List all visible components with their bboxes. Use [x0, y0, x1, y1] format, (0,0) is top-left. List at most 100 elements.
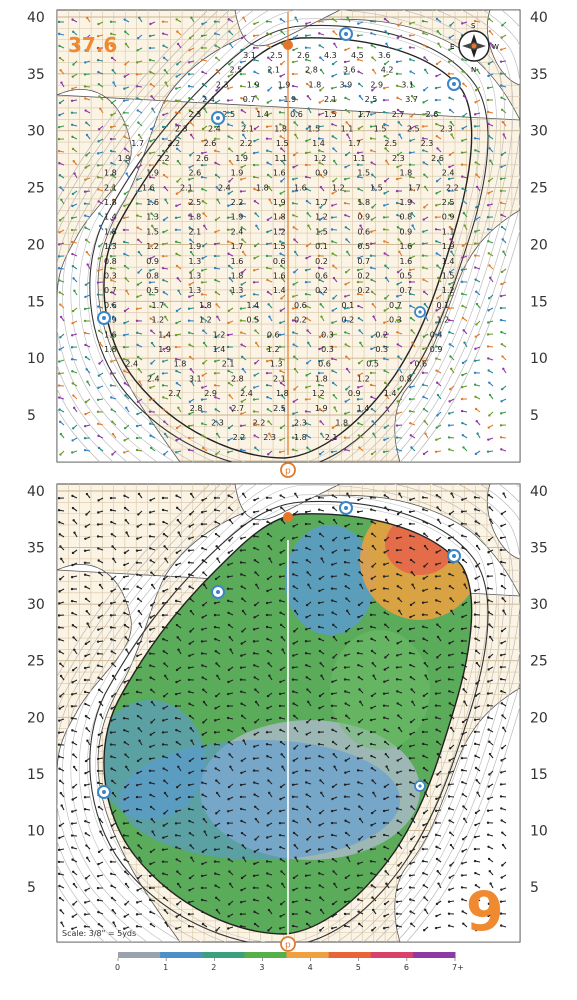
slope-arrow-head [188, 772, 190, 774]
slope-arrow-head [409, 733, 411, 735]
slope-arrow-head [84, 655, 86, 657]
slope-arrow-head [202, 571, 204, 573]
slope-arrow-head [215, 408, 217, 410]
slope-arrow-head [488, 741, 490, 743]
slope-arrow-head [190, 17, 192, 19]
slope-arrow-head [487, 450, 489, 452]
slope-arrow-head [476, 186, 478, 188]
slope-arrow-head [110, 150, 112, 152]
slope-arrow-head [294, 844, 296, 846]
lower-panel: p Scale: 3/8" = 5yds 9 510152025303540 5… [27, 428, 548, 1000]
slope-arrow-head [409, 511, 411, 513]
slope-arrow-head [318, 267, 320, 269]
slope-value: 0.2 [375, 330, 388, 339]
slope-arrow-head [305, 745, 307, 747]
slope-value: 1.4 [158, 330, 171, 339]
slope-arrow-head [214, 860, 216, 862]
slope-arrow-head [294, 251, 296, 253]
slope-arrow-head [138, 622, 140, 624]
slope-arrow-head [279, 729, 281, 731]
slope-arrow-head [461, 628, 463, 630]
slope-arrow-head [214, 360, 216, 362]
slope-arrow-head [137, 598, 139, 600]
slope-arrow-head [396, 448, 398, 450]
slope-arrow-head [357, 281, 359, 283]
slope-arrow-head [71, 576, 73, 578]
slope-arrow-head [85, 121, 87, 123]
slope-arrow-head [422, 755, 424, 757]
slope-arrow-head [112, 675, 114, 677]
slope-arrow-head [489, 753, 491, 755]
slope-arrow-head [293, 37, 295, 39]
slope-arrow-head [227, 717, 229, 719]
slope-arrow-head [97, 677, 99, 679]
slope-arrow-head [501, 831, 503, 833]
slope-arrow-head [370, 279, 372, 281]
slope-arrow-head [500, 525, 502, 527]
slope-arrow-head [253, 733, 255, 735]
slope-arrow-head [461, 499, 463, 501]
slope-arrow-head [463, 818, 465, 820]
slope-arrow-head [397, 513, 399, 515]
slope-arrow-head [266, 521, 268, 523]
slope-arrow-head [435, 216, 437, 218]
slope-arrow-head [201, 535, 203, 537]
slope-arrow-head [58, 33, 60, 35]
slope-arrow-head [371, 291, 373, 293]
slope-arrow-head [279, 322, 281, 324]
slope-arrow-head [123, 253, 125, 255]
slope-arrow-head [228, 427, 230, 429]
slope-arrow-head [97, 782, 99, 784]
slope-arrow-head [305, 164, 307, 166]
slope-arrow-head [176, 193, 178, 195]
slope-arrow-head [150, 806, 152, 808]
slope-arrow-head [320, 557, 322, 559]
slope-arrow-head [500, 214, 502, 216]
slope-arrow-head [84, 808, 86, 810]
slope-arrow-head [201, 745, 203, 747]
slope-arrow-head [136, 703, 138, 705]
slope-arrow-head [59, 421, 61, 423]
slope-arrow-head [344, 666, 346, 668]
slope-arrow-head [500, 759, 502, 761]
slope-arrow-head [228, 507, 230, 509]
slope-arrow-head [488, 773, 490, 775]
slope-value: 2.2 [240, 139, 253, 148]
slope-arrow-head [422, 872, 424, 874]
slope-arrow-head [86, 380, 88, 382]
slope-arrow-head [331, 822, 333, 824]
upper-left-axis: 510152025303540 [27, 10, 45, 424]
slope-arrow-head [203, 830, 205, 832]
slope-arrow-head [149, 59, 151, 61]
slope-arrow-head [448, 573, 450, 575]
slope-arrow-head [86, 622, 88, 624]
slope-arrow-head [176, 636, 178, 638]
slope-arrow-head [422, 384, 424, 386]
slope-arrow-head [240, 343, 242, 345]
slope-arrow-head [346, 610, 348, 612]
slope-arrow-head [331, 358, 333, 360]
slope-arrow-head [138, 251, 140, 253]
slope-arrow-head [97, 746, 99, 748]
slope-arrow-head [293, 356, 295, 358]
slope-arrow-head [448, 97, 450, 99]
slope-arrow-head [501, 154, 503, 156]
slope-arrow-head [461, 422, 463, 424]
slope-arrow-head [384, 180, 386, 182]
slope-arrow-head [474, 824, 476, 826]
slope-arrow-head [489, 394, 491, 396]
slope-arrow-head [461, 269, 463, 271]
slope-arrow-head [448, 283, 450, 285]
slope-arrow-head [422, 824, 424, 826]
slope-arrow-head [487, 87, 489, 89]
slope-arrow-head [201, 164, 203, 166]
slope-arrow-head [201, 794, 203, 796]
slope-arrow-head [85, 513, 87, 515]
slope-arrow-head [99, 225, 101, 227]
slope-arrow-head [99, 713, 101, 715]
slope-arrow-head [500, 424, 502, 426]
slope-arrow-head [99, 584, 101, 586]
slope-arrow-head [175, 87, 177, 89]
slope-arrow-head [137, 832, 139, 834]
slope-arrow-head [241, 832, 243, 834]
